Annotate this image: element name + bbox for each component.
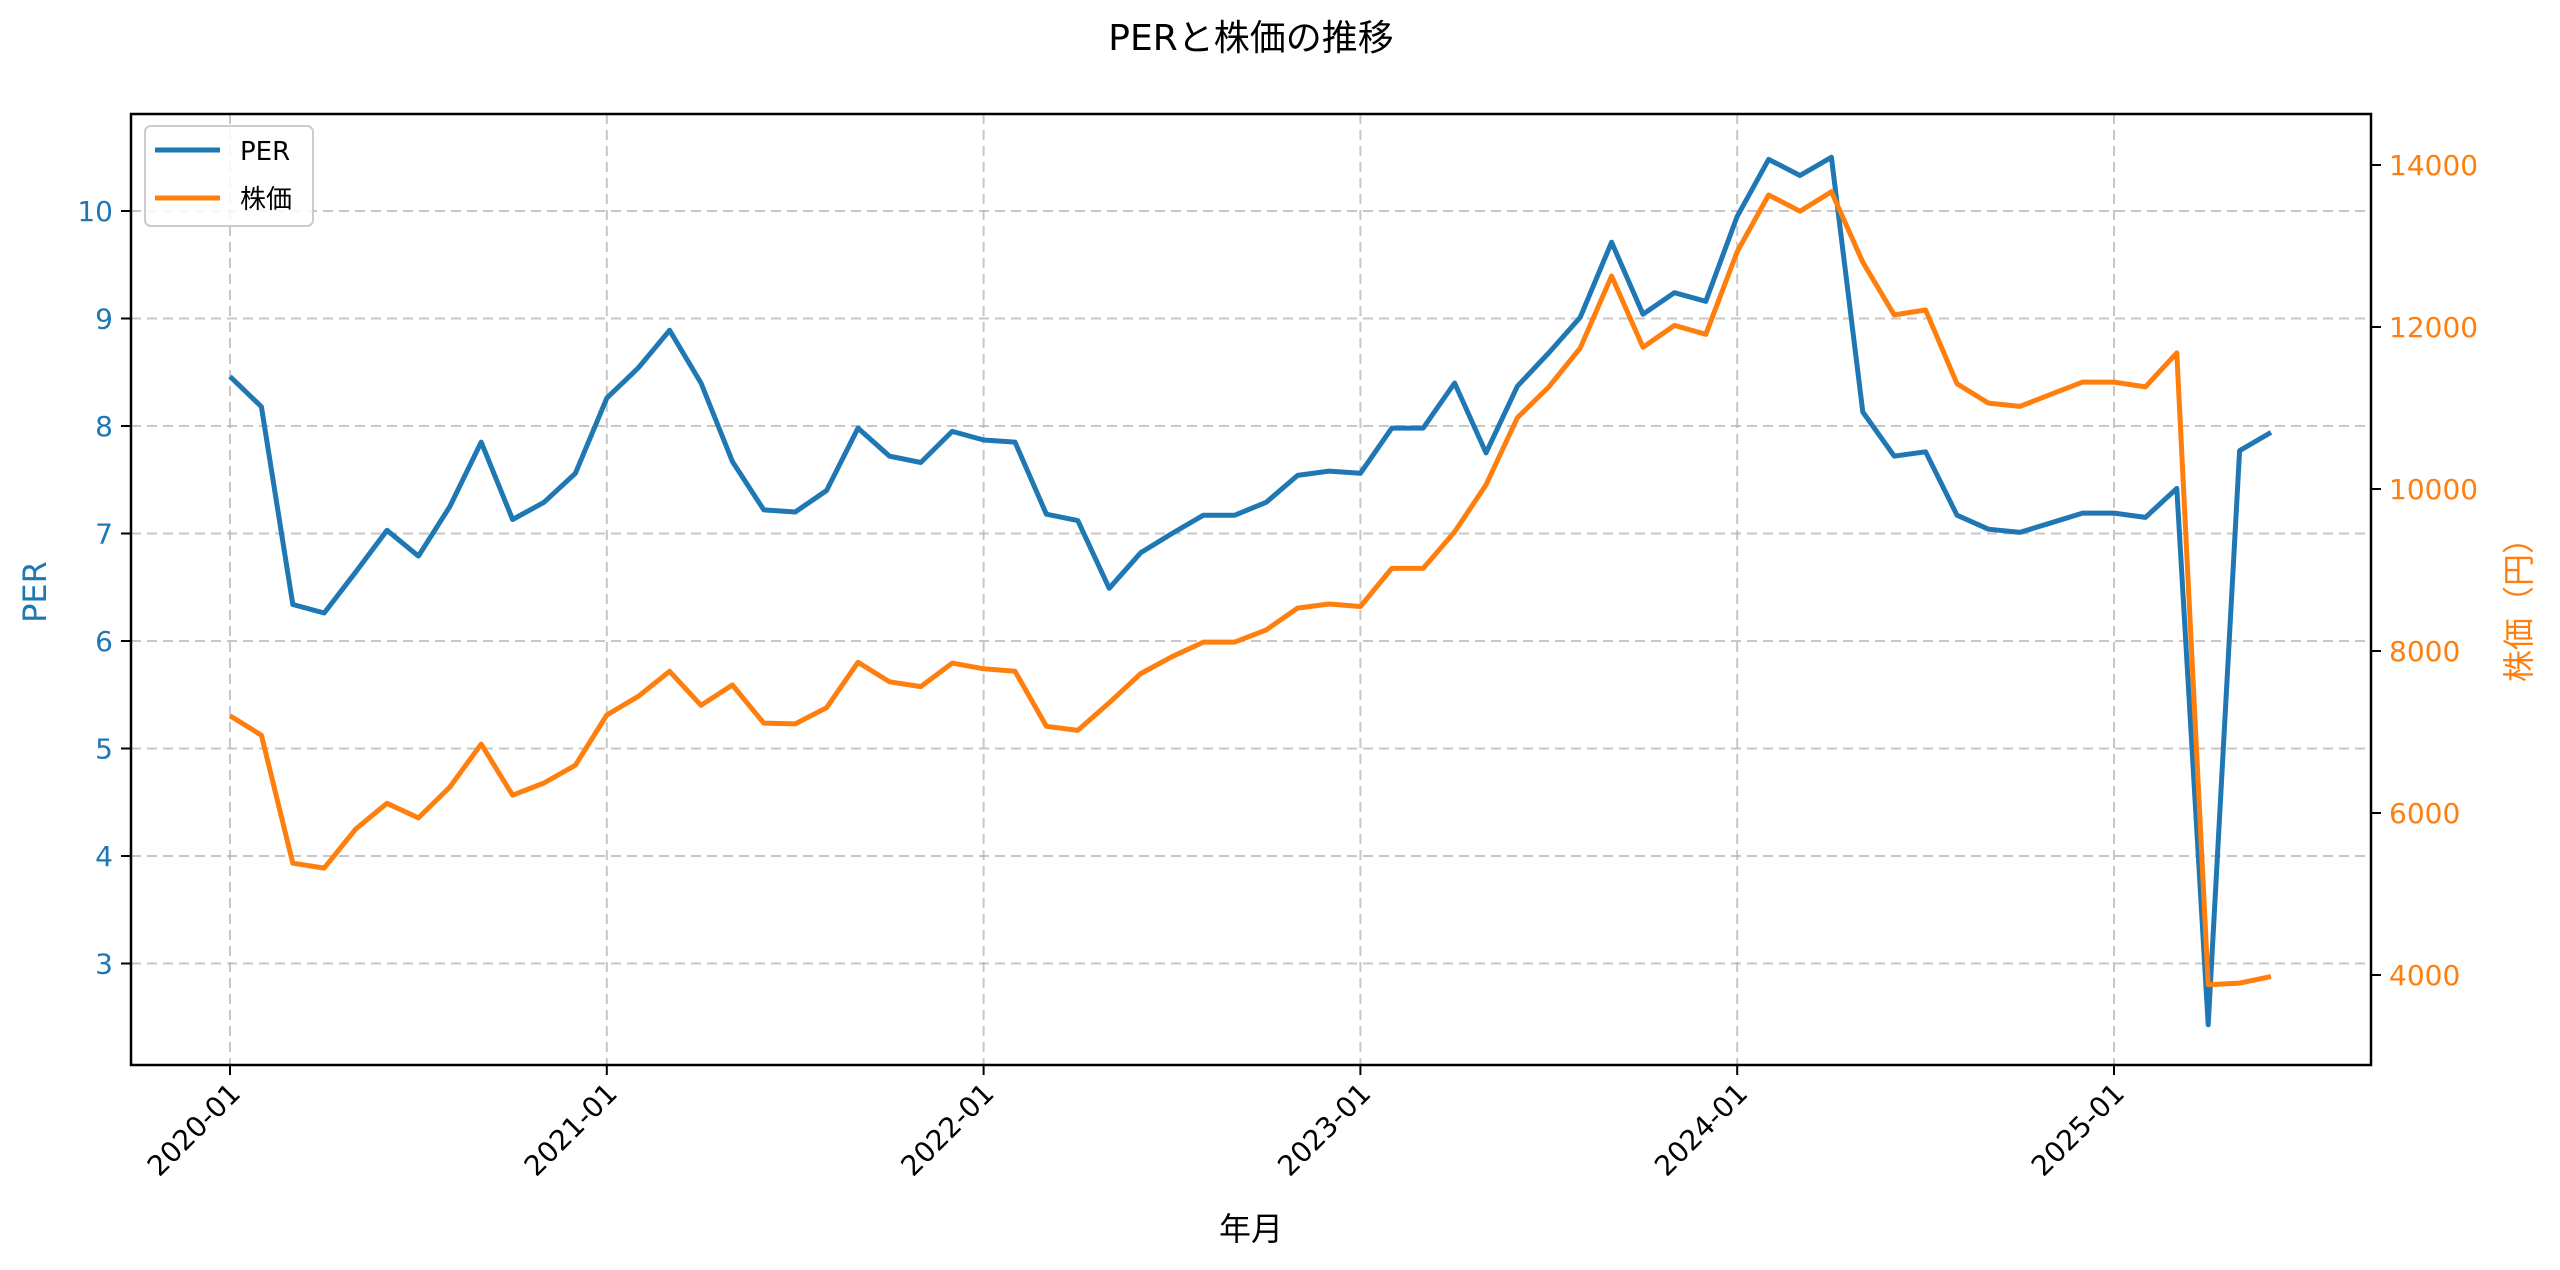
date-axis-ticks: 2020-01 2021-01 2022-01 2023-01 2024-01 2025-… xyxy=(141,1065,2131,1183)
legend-price-label: 株価 xyxy=(240,185,292,215)
date-tick-label: 2025-01 xyxy=(2025,1077,2131,1183)
date-tick-label: 2021-01 xyxy=(518,1077,624,1183)
per-line xyxy=(228,154,2273,1028)
price-tick-label: 12000 xyxy=(2389,311,2478,344)
per-tick-label: 10 xyxy=(77,195,113,228)
price-tick-label: 4000 xyxy=(2389,959,2460,992)
per-axis-label: PER xyxy=(16,561,54,623)
chart-title: PERと株価の推移 xyxy=(1108,18,1393,59)
plot-series xyxy=(228,154,2273,1028)
per-tick-label: 4 xyxy=(95,840,113,873)
per-tick-label: 8 xyxy=(95,410,113,443)
legend-per-label: PER xyxy=(240,137,290,167)
per-tick-label: 6 xyxy=(95,625,113,658)
price-tick-label: 8000 xyxy=(2389,635,2460,668)
legend: PER 株価 xyxy=(144,125,314,227)
price-axis-label: 株価（円） xyxy=(2500,522,2538,682)
date-tick-label: 2020-01 xyxy=(141,1077,247,1183)
price-tick-label: 14000 xyxy=(2389,149,2478,182)
price-tick-label: 10000 xyxy=(2389,473,2478,506)
price-axis-ticks: 4000 6000 8000 10000 12000 14000 xyxy=(2371,149,2478,992)
per-tick-label: 3 xyxy=(95,948,113,981)
date-tick-label: 2023-01 xyxy=(1271,1077,1377,1183)
grid-lines xyxy=(131,114,2371,1065)
per-tick-label: 5 xyxy=(95,733,113,766)
date-tick-label: 2024-01 xyxy=(1648,1077,1754,1183)
date-tick-label: 2022-01 xyxy=(894,1077,1000,1183)
per-axis-ticks: 3 4 5 6 7 8 9 10 xyxy=(77,195,131,981)
plot-frame xyxy=(129,112,2373,1067)
price-tick-label: 6000 xyxy=(2389,797,2460,830)
price-line xyxy=(228,189,2272,988)
per-tick-label: 7 xyxy=(95,518,113,551)
per-tick-label: 9 xyxy=(95,303,113,336)
date-axis-label: 年月 xyxy=(1219,1210,1283,1248)
